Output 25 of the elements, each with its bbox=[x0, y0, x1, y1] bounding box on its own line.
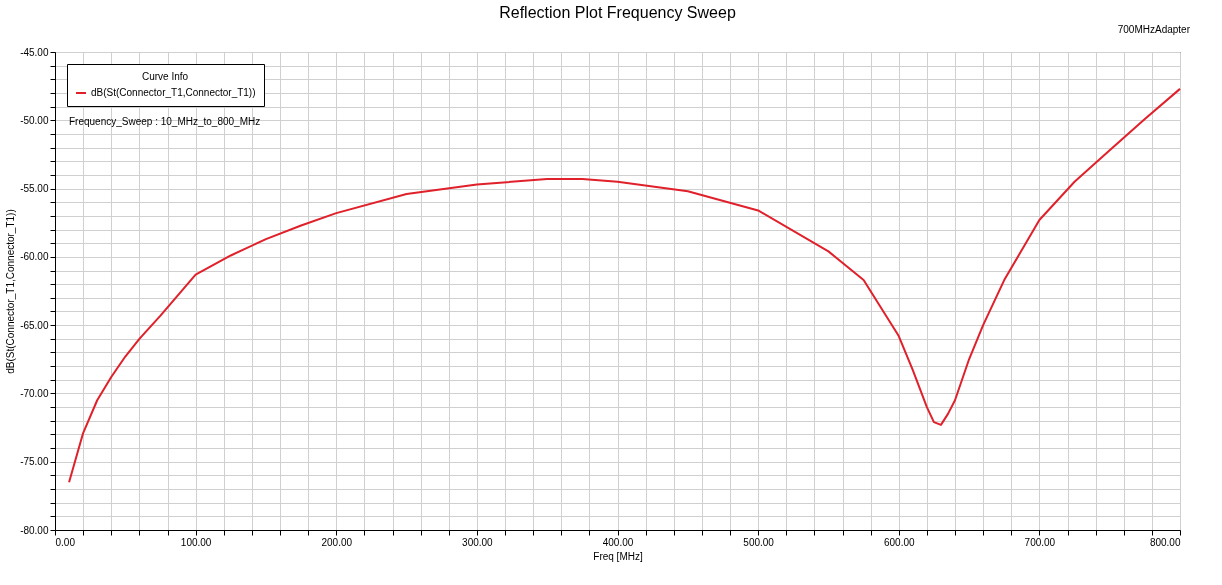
y-tick-label: -55.00 bbox=[20, 183, 49, 195]
x-tick-label: 600.00 bbox=[883, 536, 915, 548]
y-tick-label: -50.00 bbox=[20, 114, 49, 126]
x-tick-label: 700.00 bbox=[1024, 536, 1056, 548]
legend-title: Curve Info bbox=[141, 71, 189, 82]
y-tick-label: -45.00 bbox=[20, 46, 49, 58]
chart-title: Reflection Plot Frequency Sweep bbox=[499, 4, 736, 21]
line-series bbox=[68, 87, 1181, 484]
text: 700MHzAdapter bbox=[1117, 24, 1191, 35]
x-tick-label: 300.00 bbox=[462, 536, 494, 548]
y-tick-label: -80.00 bbox=[20, 524, 49, 536]
x-tick-label: 0.00 bbox=[55, 536, 76, 548]
x-tick-label: 100.00 bbox=[180, 536, 212, 548]
x-tick-label: 200.00 bbox=[321, 536, 353, 548]
x-tick-label: 400.00 bbox=[602, 536, 634, 548]
x-tick-label: 500.00 bbox=[743, 536, 775, 548]
y-axis-title: dB(St(Connector_T1,Connector_T1)) bbox=[5, 209, 17, 374]
x-tick-label: 800.00 bbox=[1149, 536, 1181, 548]
x-axis-title: Freq [MHz] bbox=[593, 550, 643, 562]
y-tick-label: -75.00 bbox=[20, 456, 49, 468]
y-tick-label: -65.00 bbox=[20, 319, 49, 331]
legend-label: dB(St(Connector_T1,Connector_T1)) bbox=[91, 87, 256, 98]
y-tick-label: -70.00 bbox=[20, 387, 49, 399]
annotation: Frequency_Sweep : 10_MHz_to_800_MHz bbox=[69, 116, 261, 127]
y-tick-label: -60.00 bbox=[20, 251, 49, 263]
